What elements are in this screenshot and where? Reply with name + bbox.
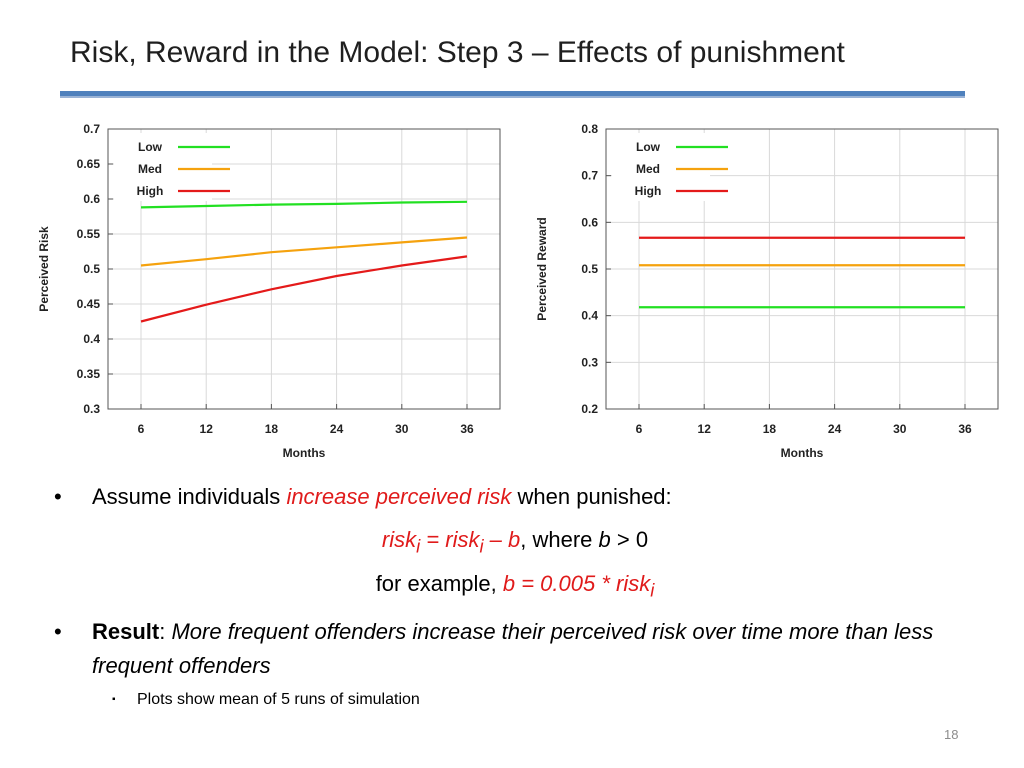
chart1-x-tick-label: 30 (395, 422, 409, 436)
chart2-y-tick-label: 0.5 (581, 262, 598, 276)
chart2-y-tick-label: 0.2 (581, 402, 598, 416)
chart1-series-line-low (140, 200, 468, 209)
formula-b: b (598, 527, 611, 552)
chart1-x-tick-label: 24 (330, 422, 344, 436)
slide-title: Risk, Reward in the Model: Step 3 – Effe… (70, 36, 845, 69)
formula-update: riski = riski – b, where b > 0 (50, 520, 980, 566)
bullet-marker: • (54, 618, 62, 644)
chart1-legend-label-med: Med (138, 162, 162, 176)
formula-lhs: riski = riski – b (381, 527, 521, 557)
chart1-y-tick-label: 0.55 (77, 227, 101, 241)
chart2-x-tick-label: 18 (763, 422, 777, 436)
chart1-y-tick-label: 0.3 (83, 402, 100, 416)
chart1-legend-box (114, 133, 212, 201)
chart2-x-tick-label: 30 (893, 422, 907, 436)
chart1-x-tick-label: 36 (460, 422, 474, 436)
bullet-result-colon: : (159, 618, 172, 644)
bullet-assume-emphasis: increase perceived risk (286, 484, 512, 509)
bullet-result-label: Result (92, 618, 160, 644)
formula-example-label: for example, (375, 571, 503, 597)
chart2-x-axis-label: Months (781, 446, 824, 460)
chart1-y-tick-label: 0.4 (83, 332, 100, 346)
chart2-legend-label-med: Med (636, 162, 660, 176)
chart1-y-tick-label: 0.6 (83, 192, 100, 206)
chart2-y-tick-label: 0.4 (581, 309, 598, 323)
chart1-x-tick-label: 18 (265, 422, 279, 436)
sub-bullet-text: Plots show mean of 5 runs of simulation (137, 690, 420, 708)
sub-bullet-plots: ▪ Plots show mean of 5 runs of simulatio… (50, 689, 980, 711)
chart1-y-tick-label: 0.7 (83, 122, 100, 136)
page-number: 18 (944, 727, 959, 742)
title-divider (60, 91, 965, 98)
chart2-y-tick-label: 0.7 (581, 169, 598, 183)
bullet-marker: • (54, 484, 62, 509)
chart2-y-tick-label: 0.8 (581, 122, 598, 136)
chart1-y-tick-label: 0.5 (83, 262, 100, 276)
sub-bullet-marker: ▪ (112, 693, 116, 705)
chart2-legend-label-high: High (635, 184, 662, 198)
chart1-legend-label-low: Low (138, 140, 163, 154)
perceived-risk-chart: 0.3 0.35 0.4 0.45 0.5 0.55 0.6 0.65 0.7 6 12 18 24 30… (37, 122, 501, 460)
formula-where: , where (520, 527, 599, 552)
bullet-assume-text-end: when punished: (511, 484, 672, 509)
chart1-y-tick-label: 0.35 (77, 367, 101, 381)
formula-condition: > 0 (610, 527, 649, 552)
chart1-legend: Low Med High (114, 133, 230, 201)
chart2-y-tick-label: 0.3 (581, 355, 598, 369)
chart1-legend-label-high: High (137, 184, 164, 198)
chart1-y-axis-label: Perceived Risk (37, 226, 51, 312)
chart2-legend-label-low: Low (636, 140, 661, 154)
perceived-reward-chart: 0.2 0.3 0.4 0.5 0.6 0.7 0.8 6 12 18 24 30 36 Months Pe… (535, 122, 999, 460)
bullet-result: • Result: More frequent offenders increa… (50, 615, 980, 683)
chart2-x-tick-label: 6 (636, 422, 643, 436)
bullet-list: • Assume individuals increase perceived … (50, 480, 980, 711)
chart2-y-tick-label: 0.6 (581, 215, 598, 229)
chart1-x-axis-label: Months (283, 446, 326, 460)
chart2-x-tick-label: 24 (828, 422, 842, 436)
chart2-y-axis-label: Perceived Reward (535, 217, 549, 320)
chart2-x-tick-label: 36 (958, 422, 972, 436)
chart1-x-tick-label: 6 (138, 422, 145, 436)
chart1-x-tick-label: 12 (200, 422, 214, 436)
chart2-legend-box (612, 133, 710, 201)
chart2-x-tick-label: 12 (698, 422, 712, 436)
chart1-series-line-high (140, 255, 468, 323)
bullet-assume-text: Assume individuals (92, 484, 287, 509)
formula-example-expr: b = 0.005 * riski (502, 571, 655, 601)
bullet-result-text: More frequent offenders increase their p… (92, 618, 934, 678)
chart1-y-tick-label: 0.45 (77, 297, 101, 311)
chart2-legend: Low Med High (612, 133, 728, 201)
chart1-y-tick-label: 0.65 (77, 157, 101, 171)
bullet-assume: • Assume individuals increase perceived … (50, 480, 980, 514)
formula-example: for example, b = 0.005 * riski (50, 564, 980, 610)
chart1-series-line-med (140, 236, 468, 267)
